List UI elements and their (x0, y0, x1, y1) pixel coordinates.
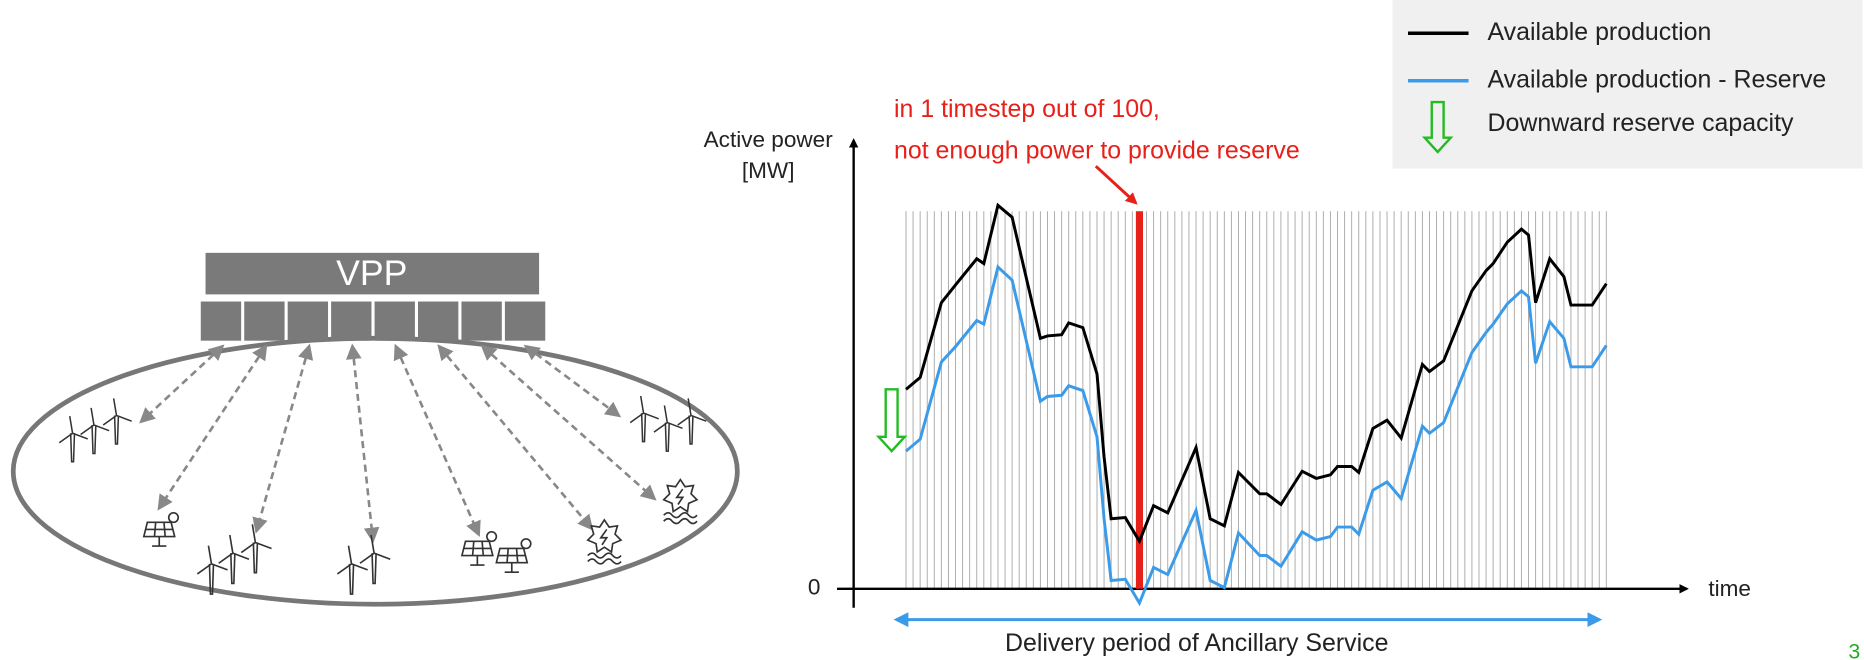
annotation-arrow (1094, 165, 1138, 205)
vpp-port (461, 301, 502, 341)
page-number: 3 (1848, 640, 1860, 660)
turbine-tower (640, 413, 647, 443)
turbine-blades (629, 395, 660, 424)
turbine-blades (196, 545, 228, 575)
solar-icon (460, 530, 498, 566)
turbine-blades (102, 398, 132, 426)
vpp-port (331, 301, 372, 341)
delivery-label: Delivery period of Ancillary Service (1005, 629, 1388, 657)
vpp-port (200, 301, 242, 341)
turbine-tower (688, 415, 694, 445)
wind-turbine-icon (80, 407, 110, 455)
solar-panel (495, 547, 529, 573)
turbine-tower (252, 542, 259, 574)
vpp-diagram: VPP (10, 252, 740, 607)
turbine-blades (336, 545, 368, 575)
sun (486, 530, 498, 543)
legend-box (1392, 0, 1863, 169)
vpp-port (287, 301, 329, 341)
turbine-tower (208, 563, 215, 595)
wind-turbine-icon (653, 405, 683, 452)
link-arrow (523, 344, 622, 418)
link-arrow (393, 343, 481, 538)
vpp-bar (205, 252, 540, 295)
reserve-arrow (1421, 100, 1454, 154)
legend-label: Available production - Reserve (1488, 65, 1827, 93)
hydro-icon (586, 518, 623, 565)
x-axis-label: time (1708, 576, 1751, 601)
y-axis-label: [MW] (742, 158, 795, 183)
vpp-port (374, 301, 415, 341)
vpp-port (244, 301, 285, 341)
y-tick-label: 0 (808, 575, 821, 600)
link-arrow (437, 344, 594, 531)
wind-turbine-icon (196, 545, 228, 595)
waves (663, 511, 698, 525)
wind-turbine-icon (58, 416, 89, 463)
series-line (905, 264, 1608, 607)
wind-turbine-icon (240, 524, 272, 574)
solar-panel (142, 521, 176, 547)
link-arrow (252, 343, 314, 534)
turbine-tower (69, 433, 76, 463)
annotation: in 1 timestep out of 100, (894, 95, 1160, 123)
hydro-icon (662, 478, 699, 525)
turbine-blades (58, 416, 89, 444)
series-line (905, 202, 1608, 545)
turbine-tower (91, 424, 97, 455)
turbine-blades (677, 398, 707, 426)
link-arrow (346, 343, 380, 544)
link-arrow (480, 344, 657, 501)
vpp-port (504, 301, 546, 341)
turbine-tower (664, 422, 670, 452)
vpp-title: VPP (336, 253, 407, 293)
turbine-blades (653, 405, 683, 433)
turbine-tower (371, 553, 377, 585)
wind-turbine-icon (102, 398, 132, 445)
turbine-tower (113, 415, 120, 445)
solar-icon (142, 511, 180, 547)
solar-panel (460, 540, 494, 566)
turbine-blades (240, 524, 272, 554)
legend-label: Downward reserve capacity (1488, 109, 1794, 137)
gear (586, 518, 623, 554)
wind-turbine-icon (629, 395, 660, 443)
turbine-blades (218, 534, 250, 564)
solar-icon (495, 538, 532, 573)
reserve-arrow (875, 388, 908, 453)
sun (520, 538, 532, 550)
turbine-blades (80, 407, 110, 436)
y-axis-label: Active power (704, 127, 834, 152)
sun (167, 511, 180, 524)
turbine-tower (348, 563, 355, 595)
turbine-tower (230, 553, 236, 585)
vpp-port (418, 301, 459, 341)
wind-turbine-icon (336, 545, 368, 595)
wind-turbine-icon (218, 534, 250, 585)
turbine-blades (359, 534, 391, 564)
link-arrow (157, 344, 268, 511)
wind-turbine-icon (677, 398, 707, 445)
waves (587, 552, 622, 565)
legend-label: Available production (1488, 18, 1712, 46)
annotation: not enough power to provide reserve (894, 137, 1300, 165)
wind-turbine-icon (359, 534, 391, 585)
gear (662, 478, 699, 514)
